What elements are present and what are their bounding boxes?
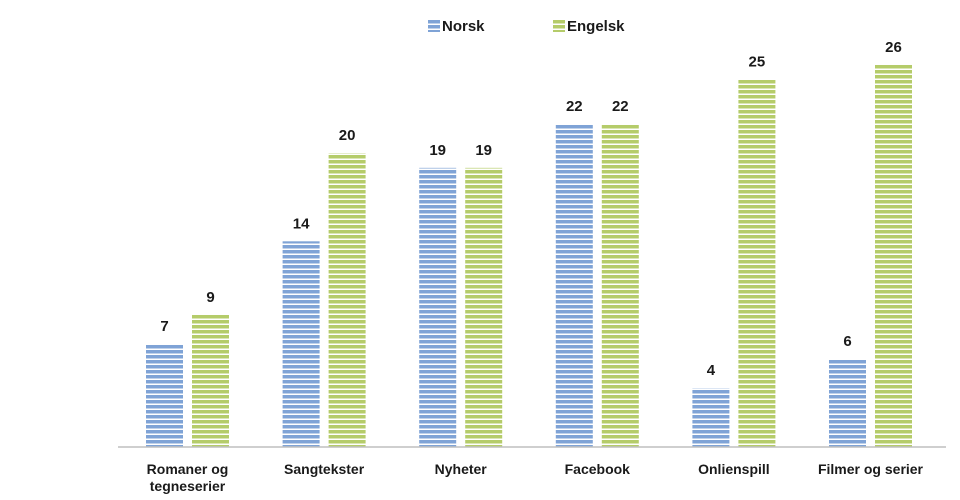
category-label-facebook: Facebook	[565, 461, 631, 477]
legend-label-engelsk: Engelsk	[567, 18, 625, 35]
category-label-filmer-og-serier: Filmer og serier	[818, 461, 924, 477]
value-label-norsk-onlienspill: 4	[707, 362, 716, 379]
value-label-engelsk-onlienspill: 25	[749, 54, 766, 71]
category-label-onlienspill: Onlienspill	[698, 461, 770, 477]
bar-engelsk-facebook	[601, 123, 639, 448]
bar-norsk-nyheter	[419, 167, 457, 447]
legend-label-norsk: Norsk	[442, 18, 485, 35]
bar-engelsk-sangtekster	[328, 153, 366, 447]
category-label-romaner-og-tegneserier-line-1: Romaner og	[147, 461, 229, 477]
value-label-engelsk-sangtekster: 20	[339, 127, 356, 144]
category-label-sangtekster: Sangtekster	[284, 461, 365, 477]
bar-norsk-facebook	[555, 123, 593, 448]
bars-group	[146, 65, 912, 448]
bar-engelsk-romaner-og-tegneserier	[192, 314, 229, 447]
value-label-norsk-romaner-og-tegneserier: 7	[160, 318, 168, 335]
value-label-norsk-filmer-og-serier: 6	[843, 333, 851, 350]
value-label-engelsk-nyheter: 19	[475, 142, 492, 159]
value-label-engelsk-filmer-og-serier: 26	[885, 39, 902, 56]
value-label-norsk-nyheter: 19	[429, 142, 446, 159]
legend-swatch-engelsk	[553, 20, 565, 32]
bar-engelsk-nyheter	[465, 167, 503, 447]
bar-engelsk-onlienspill	[738, 79, 776, 447]
value-label-norsk-facebook: 22	[566, 98, 583, 115]
value-label-engelsk-romaner-og-tegneserier: 9	[206, 289, 214, 306]
legend-swatch-norsk	[428, 20, 440, 32]
value-label-norsk-sangtekster: 14	[293, 215, 310, 232]
bar-engelsk-filmer-og-serier	[875, 65, 912, 447]
value-label-engelsk-facebook: 22	[612, 98, 629, 115]
category-label-romaner-og-tegneserier-line-2: tegneserier	[150, 478, 226, 494]
legend: Norsk Engelsk	[428, 18, 625, 35]
bar-norsk-filmer-og-serier	[829, 358, 866, 447]
bar-norsk-sangtekster	[282, 241, 320, 447]
bar-norsk-onlienspill	[692, 388, 730, 447]
bar-norsk-romaner-og-tegneserier	[146, 344, 183, 447]
value-labels-group: 7 9 14 20 19 19 22 22 4 25 6 26	[160, 39, 902, 379]
category-label-nyheter: Nyheter	[435, 461, 488, 477]
